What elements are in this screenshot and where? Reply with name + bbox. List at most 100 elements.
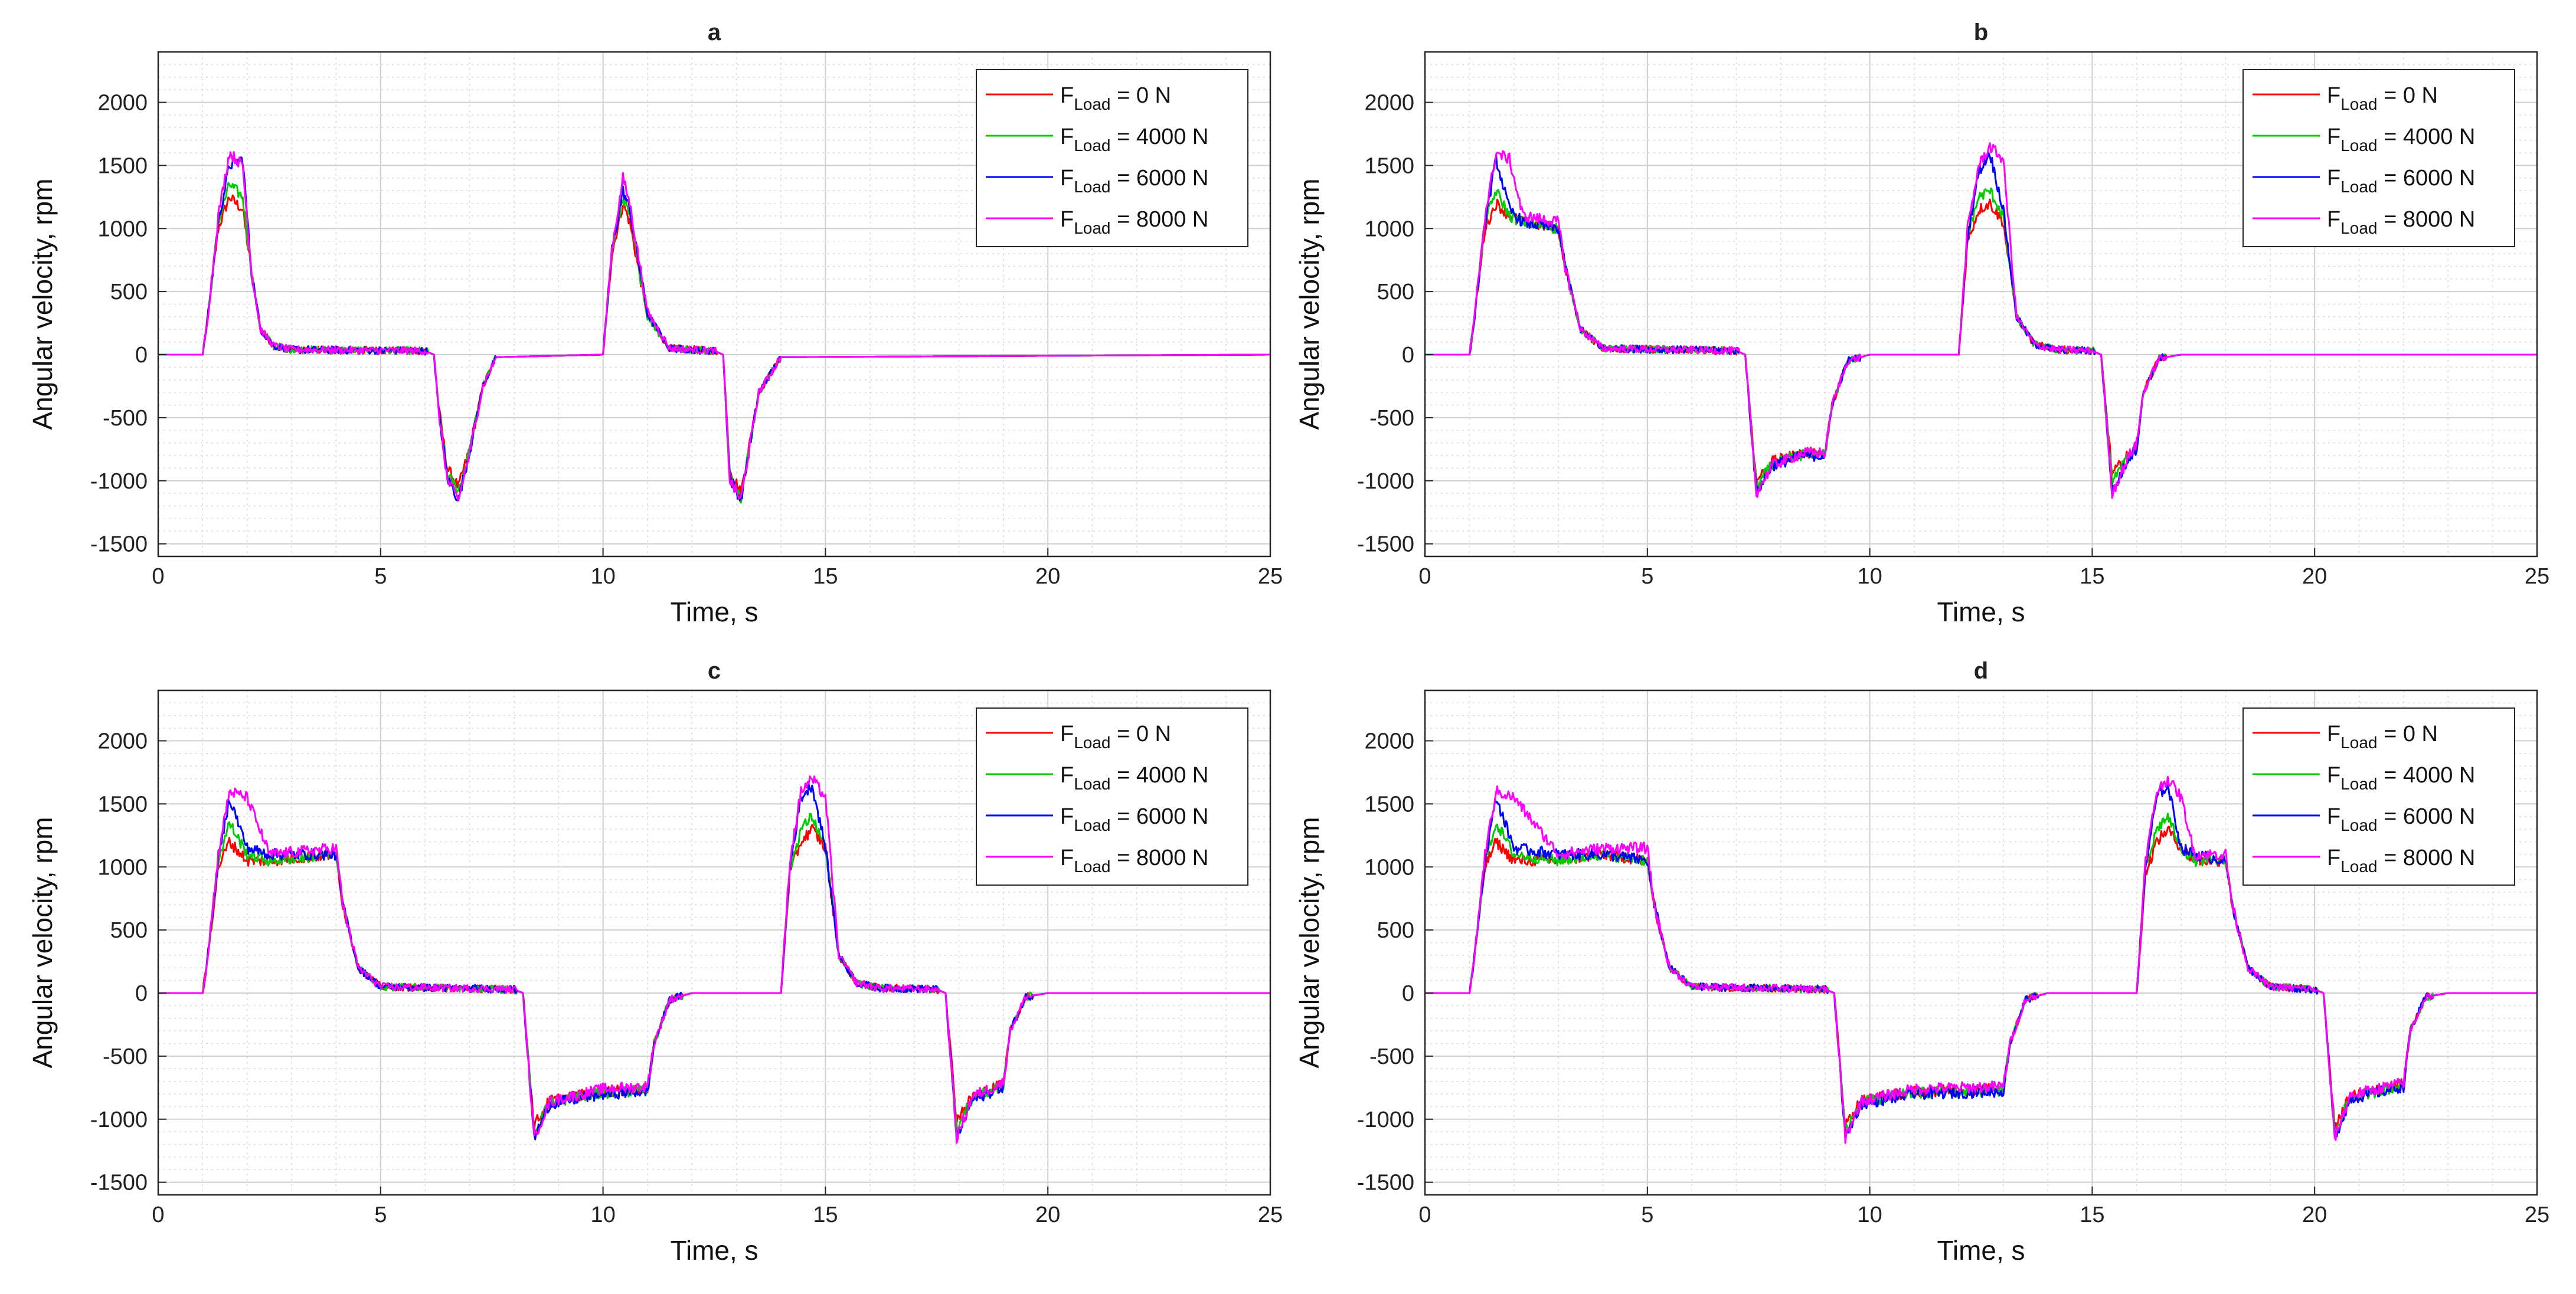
legend-box xyxy=(976,707,1248,886)
x-tick-label: 20 xyxy=(2302,1203,2327,1227)
legend-label: FLoad = 0 N xyxy=(1060,83,1171,113)
legend-label-tail: = 4000 N xyxy=(1111,125,1209,149)
series-line-3 xyxy=(158,151,1270,502)
y-tick-label: 0 xyxy=(1402,343,1414,368)
legend-label-sub: Load xyxy=(2340,95,2377,113)
x-tick-label: 25 xyxy=(1258,564,1283,589)
series-line-3 xyxy=(1425,775,2537,1144)
x-axis-label: Time, s xyxy=(670,597,758,627)
legend-label-sub: Load xyxy=(2340,857,2377,876)
x-tick-label: 10 xyxy=(590,564,615,589)
y-tick-label: 2000 xyxy=(97,91,148,116)
chart-title: b xyxy=(1974,19,1988,45)
legend-label: FLoad = 6000 N xyxy=(1060,804,1208,834)
series-group xyxy=(1425,142,2537,499)
y-tick-label: -1500 xyxy=(90,532,148,557)
y-tick-label: 500 xyxy=(110,280,148,304)
x-tick-label: 20 xyxy=(1035,1203,1060,1227)
x-tick-label: 10 xyxy=(1857,564,1882,589)
legend-label-sub: Load xyxy=(1074,95,1110,113)
x-tick-label: 10 xyxy=(590,1203,615,1227)
legend-label-sub: Load xyxy=(2340,733,2377,752)
y-axis-label: Angular velocity, rpm xyxy=(27,178,58,430)
legend-label-main: F xyxy=(2327,83,2340,108)
x-tick-label: 15 xyxy=(813,1203,838,1227)
chart-panel-a: 0 5 10 15 20 25 2000 1500 1000 500 0 -500 -1000 -1500… xyxy=(27,19,1283,627)
legend-label-sub: Load xyxy=(2340,178,2377,196)
legend-label-main: F xyxy=(1060,846,1074,870)
legend-label-main: F xyxy=(1060,125,1074,149)
legend-label-tail: = 8000 N xyxy=(1111,207,1209,232)
y-tick-label: 500 xyxy=(1377,280,1414,304)
legend-label-main: F xyxy=(1060,804,1074,829)
x-tick-label: 0 xyxy=(152,1203,164,1227)
legend-label: FLoad = 6000 N xyxy=(2327,166,2475,196)
y-tick-label: 1000 xyxy=(1364,217,1414,241)
legend-label: FLoad = 8000 N xyxy=(2327,846,2475,876)
legend-label-tail: = 6000 N xyxy=(1111,804,1209,829)
y-tick-label: -500 xyxy=(103,406,148,431)
y-tick-label: 500 xyxy=(110,918,148,943)
y-tick-label: -500 xyxy=(1369,1044,1414,1069)
legend-label-tail: = 6000 N xyxy=(2378,804,2476,829)
legend-label-main: F xyxy=(2327,846,2340,870)
axes-box xyxy=(1424,51,2538,558)
legend-label-sub: Load xyxy=(2340,816,2377,834)
y-tick-label: 2000 xyxy=(97,729,148,754)
y-tick-label: 1500 xyxy=(97,792,148,817)
x-tick-label: 15 xyxy=(813,564,838,589)
y-axis-label: Angular velocity, rpm xyxy=(1294,817,1325,1068)
legend-label: FLoad = 4000 N xyxy=(2327,125,2475,155)
x-tick-label: 0 xyxy=(1418,1203,1431,1227)
legend-box xyxy=(2242,69,2515,247)
legend-label-tail: = 0 N xyxy=(2378,83,2438,108)
y-tick-label: 0 xyxy=(135,343,148,368)
chart-title: c xyxy=(708,658,721,684)
legend-label-main: F xyxy=(1060,722,1074,746)
legend-label-sub: Load xyxy=(1074,733,1110,752)
x-tick-label: 15 xyxy=(2080,1203,2104,1227)
legend-label-main: F xyxy=(2327,125,2340,149)
legend-label-sub: Load xyxy=(1074,219,1110,237)
legend-label-sub: Load xyxy=(2340,136,2377,155)
y-tick-label: -1000 xyxy=(1357,469,1414,494)
legend-label: FLoad = 4000 N xyxy=(2327,763,2475,793)
chart-panel-d: 0 5 10 15 20 25 2000 1500 1000 500 0 -500 -1000 -1500… xyxy=(1294,658,2549,1266)
y-tick-label: 2000 xyxy=(1364,729,1414,754)
series-group xyxy=(158,775,1270,1144)
legend-label-main: F xyxy=(2327,207,2340,232)
y-tick-label: 500 xyxy=(1377,918,1414,943)
x-tick-label: 15 xyxy=(2080,564,2104,589)
x-axis-label: Time, s xyxy=(1937,597,2025,627)
y-tick-label: -1000 xyxy=(90,1108,148,1132)
legend-label: FLoad = 0 N xyxy=(1060,722,1171,752)
legend-label: FLoad = 4000 N xyxy=(1060,125,1208,155)
series-line-3 xyxy=(1425,142,2537,499)
y-tick-label: -500 xyxy=(1369,406,1414,431)
legend-label-tail: = 0 N xyxy=(1111,83,1171,108)
series-group xyxy=(158,151,1270,504)
legend-label-main: F xyxy=(1060,83,1074,108)
x-tick-label: 0 xyxy=(1418,564,1431,589)
y-tick-label: 1500 xyxy=(97,153,148,178)
legend-label-main: F xyxy=(2327,722,2340,746)
y-tick-label: -500 xyxy=(103,1044,148,1069)
y-tick-label: 1000 xyxy=(1364,855,1414,880)
y-tick-label: -1500 xyxy=(1357,1171,1414,1195)
y-axis-label: Angular velocity, rpm xyxy=(1294,178,1325,430)
legend-label-sub: Load xyxy=(1074,857,1110,876)
axes-box xyxy=(1424,689,2538,1196)
y-tick-label: 0 xyxy=(135,981,148,1006)
legend-label-main: F xyxy=(1060,207,1074,232)
legend-label-tail: = 8000 N xyxy=(2378,846,2476,870)
y-tick-label: 0 xyxy=(1402,981,1414,1006)
legend-label: FLoad = 0 N xyxy=(2327,722,2438,752)
y-tick-label: -1500 xyxy=(90,1171,148,1195)
legend-label-sub: Load xyxy=(1074,136,1110,155)
legend-label-main: F xyxy=(2327,763,2340,788)
x-tick-label: 5 xyxy=(374,1203,387,1227)
